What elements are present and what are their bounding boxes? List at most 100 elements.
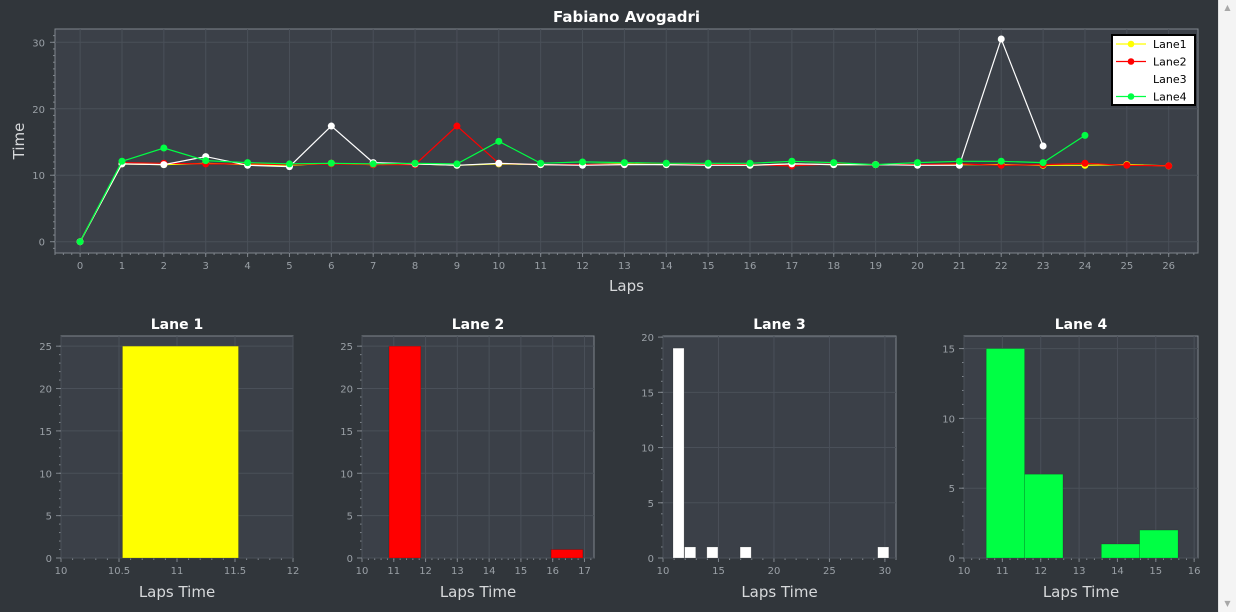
x-tick-label: 13 [618,261,631,272]
x-tick-label: 12 [1034,566,1047,577]
x-tick-label: 18 [827,261,840,272]
x-tick-label: 15 [702,261,715,272]
histogram-plot-area [662,335,897,559]
x-tick-label: 11 [534,261,547,272]
histogram-title: Lane 4 [1055,317,1108,333]
data-point [997,35,1005,43]
x-tick-label: 17 [786,261,799,272]
x-tick-label: 23 [1037,261,1050,272]
x-tick-label: 16 [744,261,757,272]
histogram-x-axis-label: Laps Time [741,583,817,601]
y-tick-label: 5 [648,499,654,510]
data-point [453,160,461,168]
y-tick-label: 10 [340,469,353,480]
x-tick-label: 1 [119,261,125,272]
x-tick-label: 16 [546,566,559,577]
y-tick-label: 5 [46,512,52,523]
histogram-lane-4: Lane 4 10 11 12 13 14 15 16 0 5 10 15 Laps Time [942,317,1200,601]
data-point [997,157,1005,165]
x-tick-label: 10 [356,566,369,577]
y-tick-label: 15 [641,388,654,399]
x-tick-label: 11 [996,566,1009,577]
data-point [411,159,419,167]
x-tick-label: 4 [244,261,250,272]
data-point [830,159,838,167]
x-tick-label: 20 [911,261,924,272]
data-point [118,157,126,165]
data-point [495,159,503,167]
data-point [1039,159,1047,167]
data-point [495,137,503,145]
y-tick-label: 25 [39,342,52,353]
legend-box [1111,34,1196,106]
data-point [537,159,545,167]
x-tick-label: 3 [203,261,209,272]
y-tick-label: 25 [340,342,353,353]
x-axis-label: Laps [609,277,644,295]
x-tick-label: 12 [576,261,589,272]
data-point [1039,142,1047,150]
x-tick-label: 17 [578,566,591,577]
histogram-bar [672,347,685,559]
x-tick-label: 20 [768,566,781,577]
x-tick-label: 25 [1120,261,1133,272]
data-point [1123,161,1131,169]
legend-label: Lane2 [1153,56,1187,69]
y-tick-label: 0 [949,554,955,565]
y-tick-label: 20 [32,105,45,116]
x-tick-label: 26 [1162,261,1175,272]
legend-label: Lane1 [1153,38,1187,51]
scroll-up-icon[interactable]: ▲ [1224,3,1231,12]
histogram-bar [1024,473,1064,559]
histogram-bar [684,546,697,559]
histogram-bar [985,348,1025,559]
chart-title: Fabiano Avogadri [553,8,700,26]
y-tick-label: 20 [340,385,353,396]
x-tick-label: 6 [328,261,334,272]
data-point [1081,159,1089,167]
y-tick-label: 15 [942,345,955,356]
plot-area [54,28,1199,254]
x-tick-label: 15 [515,566,528,577]
x-tick-label: 24 [1079,261,1092,272]
data-point [1081,131,1089,139]
legend-swatch-marker [1127,75,1135,83]
histogram-bar [1139,529,1179,559]
legend-label: Lane4 [1153,91,1187,104]
histogram-bar [739,546,752,559]
x-tick-label: 10.5 [108,566,130,577]
x-tick-label: 7 [370,261,376,272]
x-tick-label: 14 [1111,566,1124,577]
series-lane4 [76,131,1089,246]
histogram-bar [706,546,719,559]
vertical-scrollbar[interactable]: ▲ ▼ [1218,0,1236,612]
data-point [913,159,921,167]
data-point [453,122,461,130]
data-point [704,159,712,167]
y-tick-label: 0 [39,238,45,249]
legend-item-lane3: Lane3 [1116,73,1187,86]
x-tick-label: 13 [1073,566,1086,577]
x-tick-label: 10 [657,566,670,577]
y-tick-label: 30 [32,38,45,49]
data-point [202,157,210,165]
y-tick-label: 10 [39,469,52,480]
histogram-x-axis-label: Laps Time [1043,583,1119,601]
y-tick-label: 10 [32,171,45,182]
legend-swatch-marker [1127,58,1135,65]
x-tick-label: 8 [412,261,418,272]
histogram-bar [877,546,890,559]
x-tick-label: 19 [869,261,882,272]
histogram-bar [1101,543,1140,559]
legend-item-lane4: Lane4 [1116,91,1187,104]
y-tick-label: 0 [46,554,52,565]
x-tick-label: 0 [77,261,83,272]
scroll-down-icon[interactable]: ▼ [1224,599,1231,608]
x-tick-label: 12 [419,566,432,577]
data-point [1165,162,1173,170]
data-point [244,159,252,167]
x-tick-label: 11.5 [224,566,246,577]
y-tick-label: 5 [347,512,353,523]
x-tick-label: 9 [454,261,460,272]
